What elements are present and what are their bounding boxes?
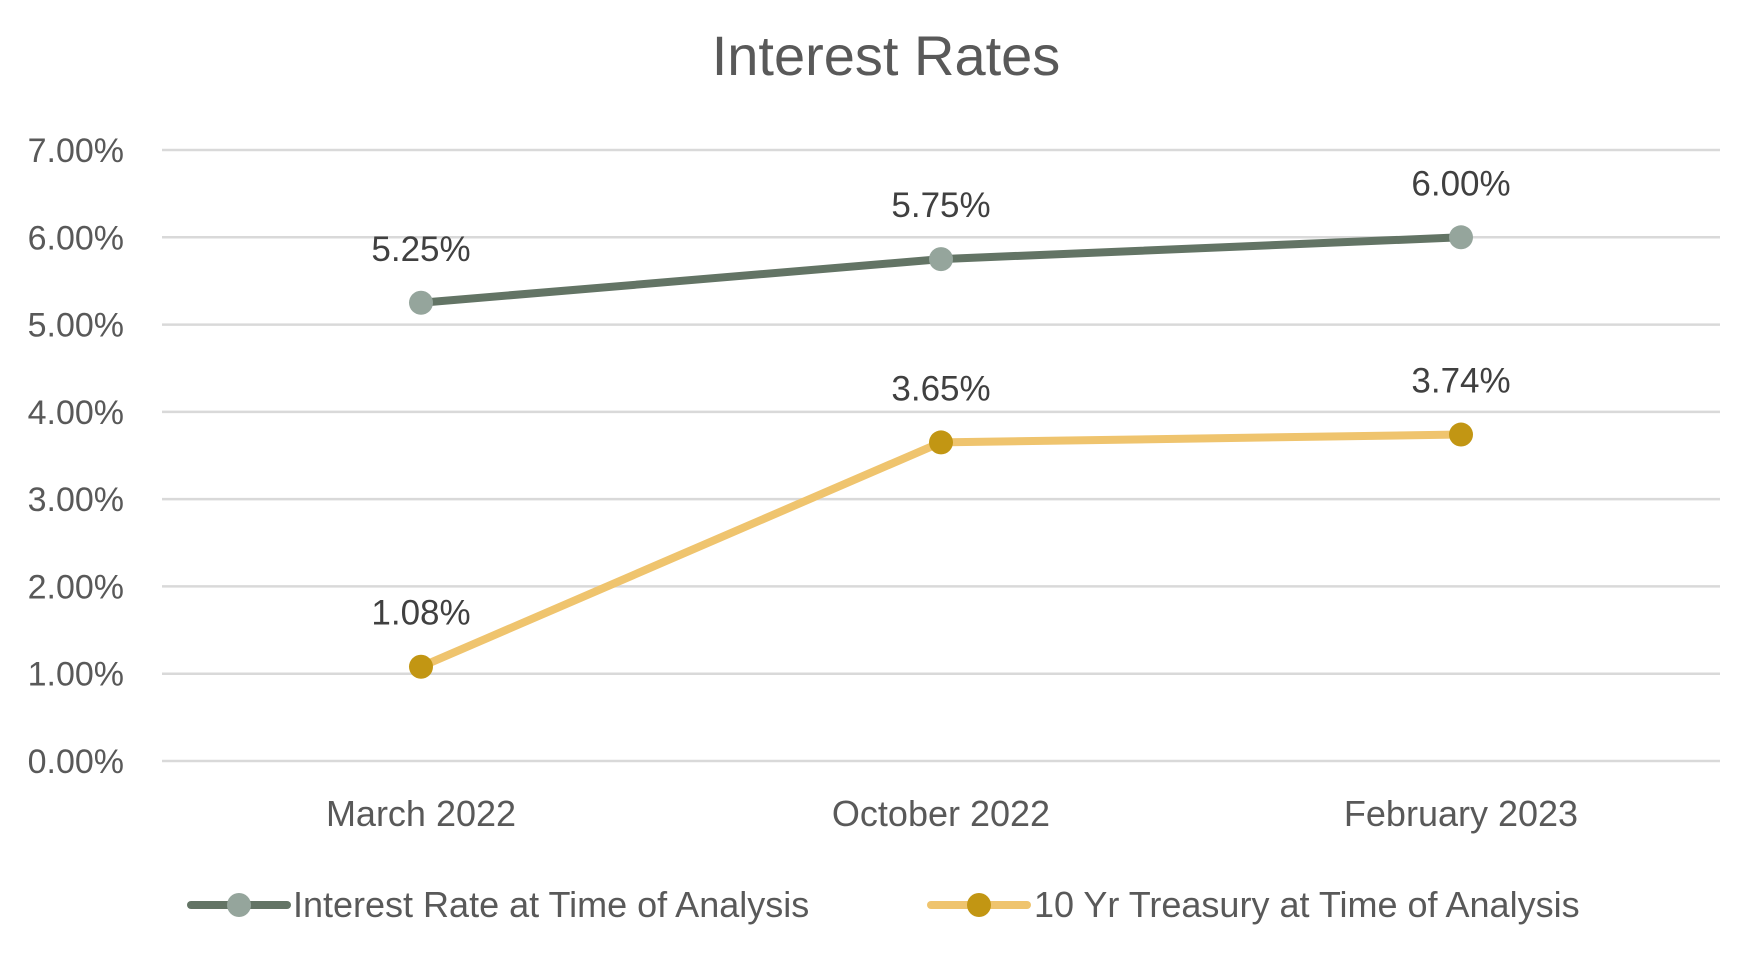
treasury-rate-point [1449,422,1473,447]
interest-rate-point [929,247,953,272]
y-tick-label: 6.00% [28,219,124,257]
y-tick-label: 0.00% [28,743,124,781]
legend-item-treasury-rate: 10 Yr Treasury at Time of Analysis [927,884,1580,925]
treasury-rate-series-line [417,430,1465,671]
x-tick-label: October 2022 [832,793,1050,834]
chart-title: Interest Rates [712,24,1061,87]
x-axis-ticks: March 2022 October 2022 February 2023 [326,793,1578,834]
y-tick-label: 3.00% [28,481,124,519]
treasury-rate-data-label: 3.65% [891,369,990,408]
legend-label: Interest Rate at Time of Analysis [293,884,809,925]
legend-marker-swatch [227,893,251,917]
legend-label: 10 Yr Treasury at Time of Analysis [1034,884,1580,925]
treasury-rate-point [409,654,433,679]
treasury-rate-data-label: 3.74% [1411,362,1510,401]
treasury-rate-data-label: 1.08% [371,594,470,633]
y-tick-label: 5.00% [28,307,124,345]
series-lines [409,225,1473,679]
legend-item-interest-rate: Interest Rate at Time of Analysis [187,884,809,925]
legend: Interest Rate at Time of Analysis 10 Yr T… [187,884,1580,925]
y-tick-label: 7.00% [28,132,124,170]
interest-rate-point [1449,225,1473,250]
y-axis-ticks: 0.00% 1.00% 2.00% 3.00% 4.00% 5.00% 6.00% 7.00% [28,132,124,781]
legend-marker-swatch [967,893,991,917]
y-tick-label: 4.00% [28,394,124,432]
x-tick-label: March 2022 [326,793,516,834]
interest-rate-data-label: 6.00% [1411,164,1510,203]
y-tick-label: 2.00% [28,568,124,606]
data-labels: 5.25% 5.75% 6.00% 1.08% 3.65% 3.74% [371,164,1510,632]
interest-rate-point [409,290,433,315]
treasury-rate-point [929,430,953,455]
y-tick-label: 1.00% [28,656,124,694]
x-tick-label: February 2023 [1344,793,1578,834]
interest-rate-data-label: 5.75% [891,186,990,225]
interest-rate-data-label: 5.25% [371,230,470,269]
